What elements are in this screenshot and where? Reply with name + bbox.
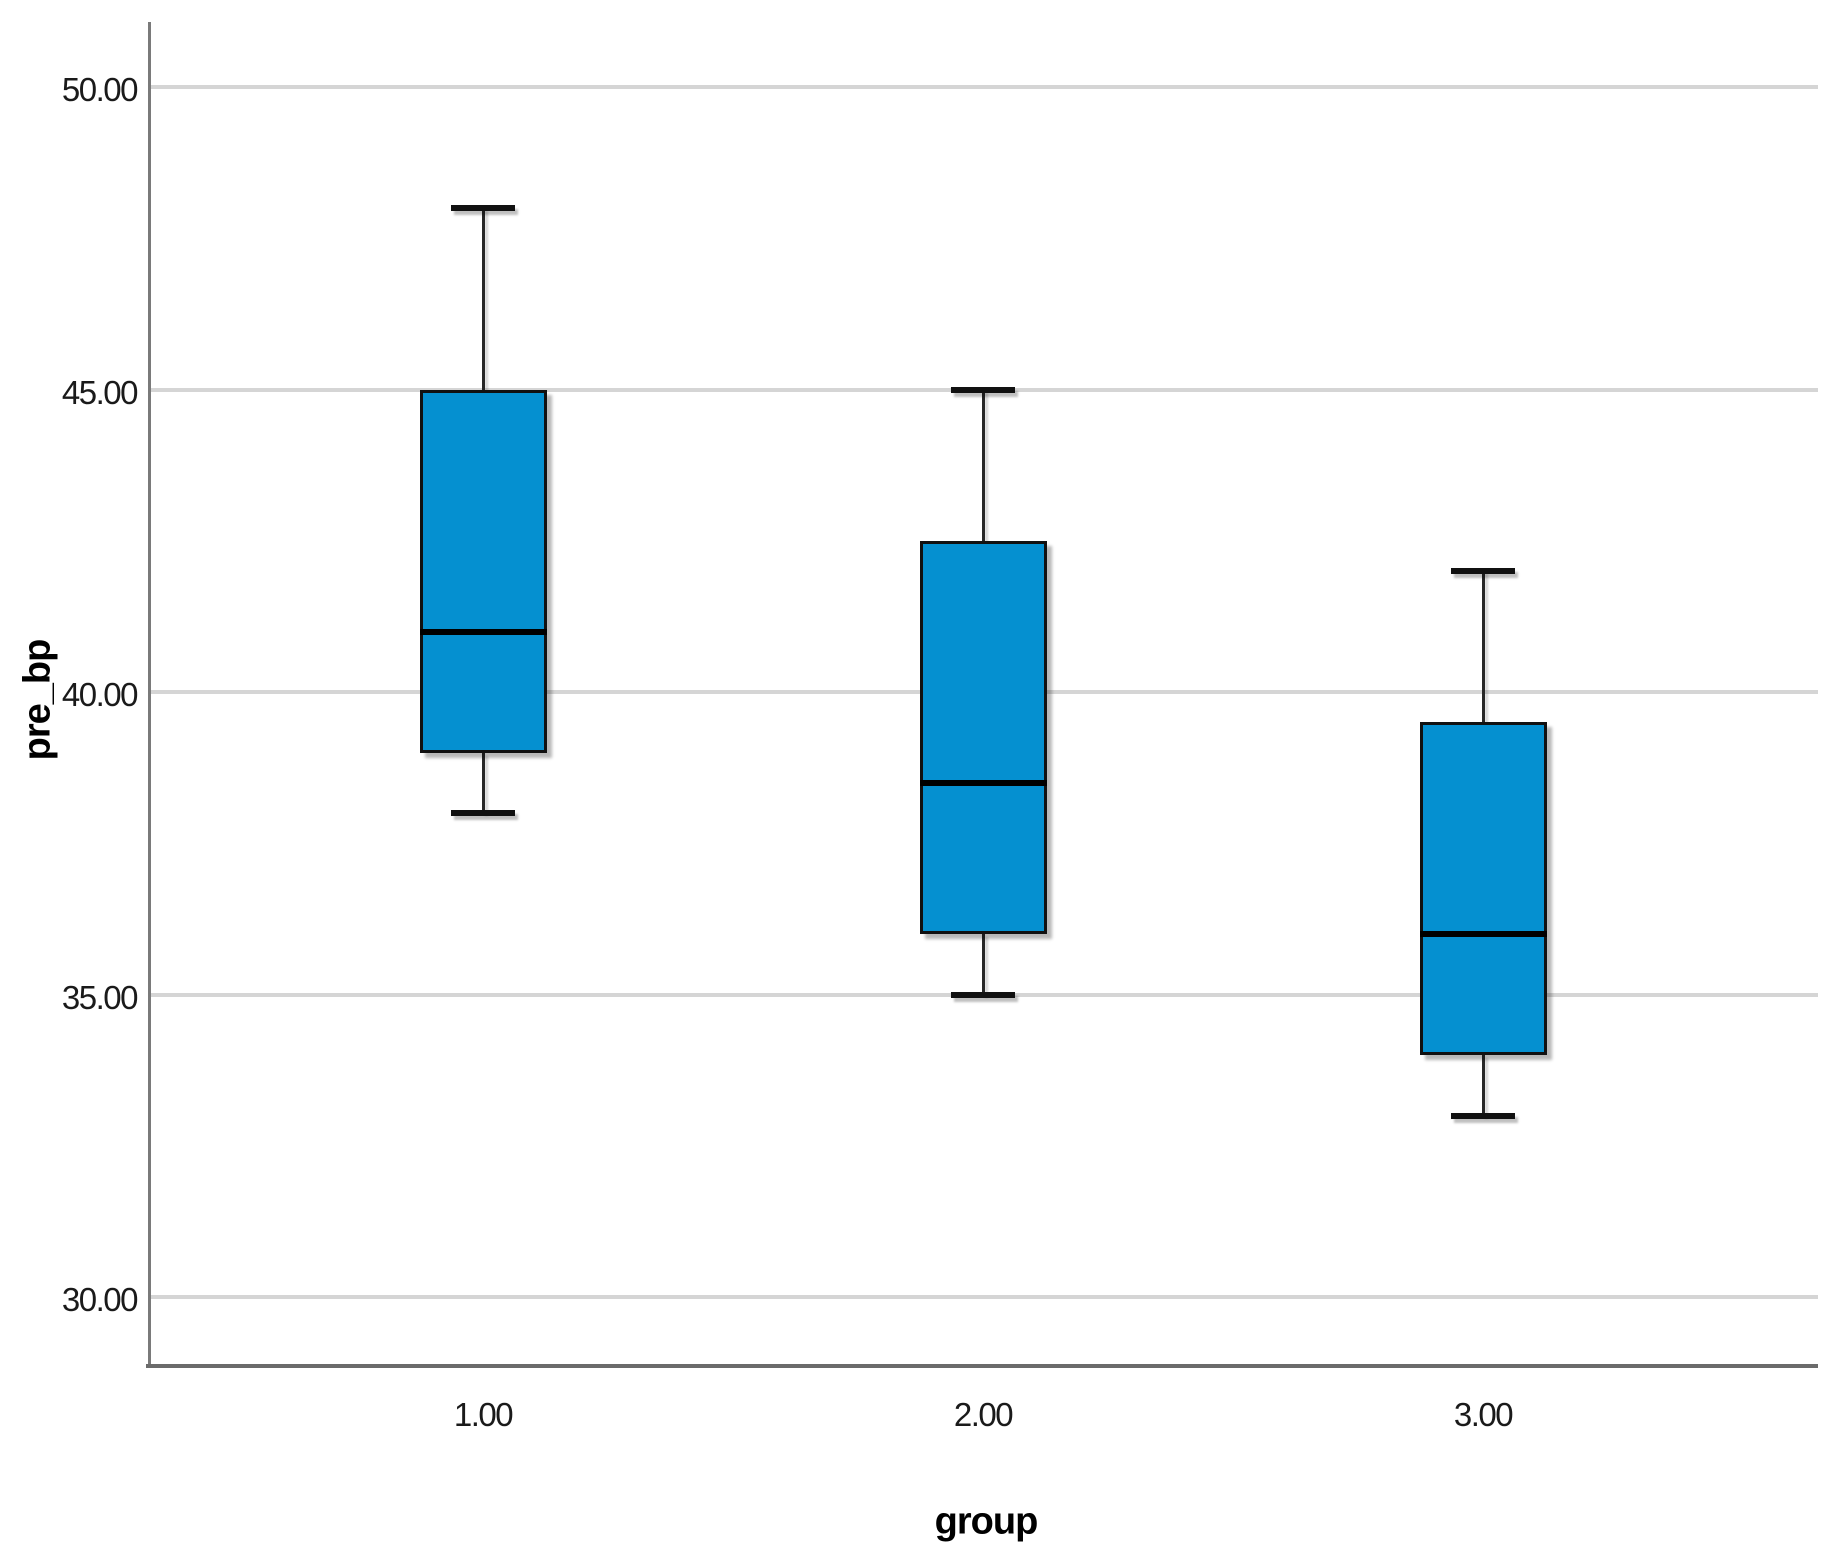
gridline — [148, 85, 1818, 89]
median-line — [919, 779, 1047, 786]
median-line — [419, 628, 547, 635]
whisker-lower — [482, 752, 485, 813]
whisker-lower — [1482, 1055, 1485, 1116]
whisker-cap-lower — [1451, 1112, 1515, 1119]
x-tick-label: 2.00 — [953, 1396, 1014, 1433]
median-line — [1419, 931, 1547, 937]
box — [1419, 722, 1547, 1055]
y-tick-label: 35.00 — [61, 978, 139, 1016]
box — [419, 389, 547, 753]
whisker-cap-upper — [1451, 568, 1515, 574]
y-tick-label: 45.00 — [61, 373, 139, 411]
whisker-cap-upper — [951, 386, 1015, 393]
box — [919, 540, 1047, 934]
whisker-upper — [1482, 571, 1485, 723]
whisker-cap-lower — [951, 991, 1015, 998]
whisker-upper — [982, 389, 985, 541]
y-axis-line — [148, 22, 151, 1364]
y-tick-label: 50.00 — [61, 71, 139, 108]
whisker-cap-upper — [451, 205, 515, 211]
x-axis-title: group — [934, 1500, 1039, 1543]
whisker-cap-lower — [451, 810, 515, 816]
x-tick-label: 1.00 — [453, 1396, 514, 1433]
x-axis-line — [146, 1364, 1818, 1368]
y-tick-label: 30.00 — [61, 1281, 139, 1318]
x-tick-label: 3.00 — [1453, 1396, 1514, 1433]
gridline — [148, 1295, 1818, 1299]
whisker-upper — [482, 208, 485, 390]
y-tick-label: 40.00 — [61, 676, 139, 713]
whisker-lower — [982, 934, 985, 995]
